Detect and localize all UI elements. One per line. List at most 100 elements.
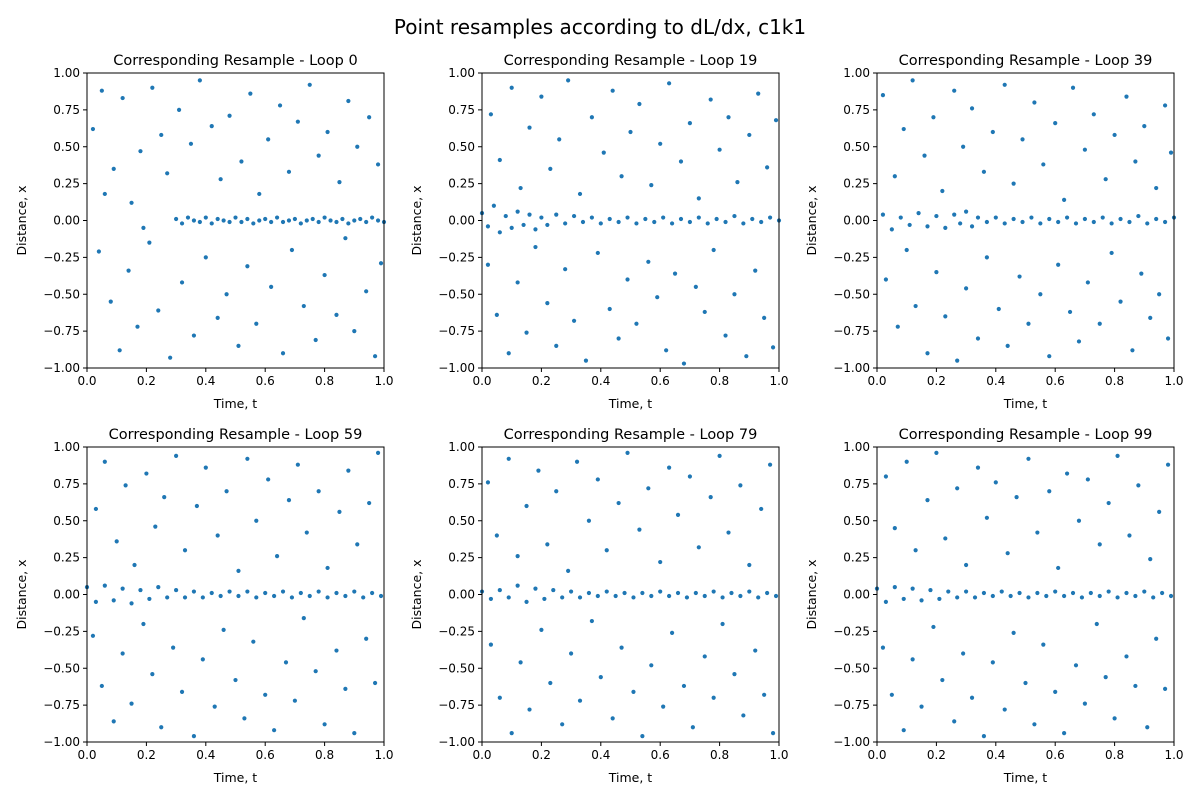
- data-point: [577, 191, 583, 197]
- data-point: [964, 286, 969, 291]
- data-point: [702, 593, 707, 599]
- data-point: [646, 259, 651, 264]
- data-point: [90, 633, 96, 638]
- y-axis-label: Distance, x: [409, 559, 424, 629]
- data-point: [940, 188, 945, 194]
- data-point: [209, 590, 214, 596]
- data-point: [1148, 315, 1153, 320]
- data-point: [955, 595, 960, 600]
- data-point: [735, 180, 740, 185]
- data-point: [613, 593, 618, 599]
- data-point: [717, 453, 722, 458]
- data-point: [245, 589, 250, 594]
- x-tick-label: 0.6: [256, 748, 275, 762]
- data-point: [1062, 197, 1067, 202]
- data-point: [346, 221, 351, 226]
- y-tick-label: 0.75: [448, 477, 475, 491]
- data-point: [378, 261, 384, 266]
- data-point: [524, 330, 529, 335]
- x-tick-label: 0.6: [1046, 748, 1065, 762]
- data-point: [880, 212, 886, 217]
- data-point: [102, 459, 107, 464]
- data-point: [352, 731, 357, 736]
- data-point: [1151, 595, 1156, 600]
- data-point: [1124, 590, 1129, 596]
- data-point: [675, 590, 681, 596]
- data-point: [182, 595, 188, 600]
- x-tick-label: 0.4: [986, 748, 1005, 762]
- data-point: [1053, 689, 1058, 694]
- y-tick-label: −0.75: [833, 698, 870, 712]
- data-point: [925, 351, 930, 356]
- data-point: [355, 542, 360, 547]
- data-point: [1154, 636, 1159, 641]
- data-point: [227, 589, 232, 594]
- data-point: [661, 215, 666, 220]
- data-point: [765, 590, 770, 596]
- data-point: [571, 213, 577, 219]
- y-tick-label: 0.75: [843, 477, 870, 491]
- data-point: [524, 503, 529, 509]
- data-point: [667, 593, 672, 599]
- y-tick-label: 0.50: [53, 514, 80, 528]
- data-point: [372, 680, 378, 686]
- y-tick-label: 0.00: [448, 588, 475, 602]
- data-point: [518, 660, 523, 665]
- data-point: [1103, 177, 1108, 182]
- data-point: [901, 596, 906, 602]
- data-point: [598, 221, 603, 226]
- data-point: [176, 107, 182, 112]
- data-point: [1023, 680, 1028, 686]
- data-point: [667, 465, 672, 470]
- data-point: [1100, 215, 1105, 220]
- data-point: [239, 159, 244, 164]
- data-point: [981, 169, 987, 174]
- data-point: [714, 216, 719, 222]
- data-point: [1035, 530, 1040, 535]
- data-point: [1020, 137, 1025, 142]
- data-point: [1026, 595, 1031, 600]
- x-tick-label: 1.0: [374, 748, 393, 762]
- data-point: [756, 595, 761, 600]
- data-point: [1082, 216, 1087, 222]
- subplot-title: Corresponding Resample - Loop 19: [504, 53, 758, 69]
- data-point: [589, 215, 594, 220]
- data-point: [961, 651, 966, 656]
- data-point: [111, 598, 116, 603]
- data-point: [485, 262, 491, 267]
- data-point: [364, 636, 369, 641]
- data-point: [563, 221, 568, 226]
- data-point: [717, 147, 722, 152]
- data-point: [732, 213, 737, 219]
- y-tick-label: −0.75: [438, 324, 475, 338]
- data-point: [690, 725, 695, 730]
- data-point: [1047, 489, 1052, 494]
- y-tick-label: 0.25: [843, 551, 870, 565]
- data-point: [937, 596, 942, 602]
- data-point: [702, 654, 707, 659]
- data-point: [551, 587, 556, 593]
- data-point: [595, 250, 600, 256]
- data-point: [1168, 150, 1174, 155]
- data-point: [200, 595, 205, 600]
- data-point: [188, 141, 194, 146]
- data-point: [1047, 216, 1052, 222]
- data-point: [209, 221, 214, 226]
- data-point: [940, 677, 945, 683]
- x-tick-label: 0.4: [986, 374, 1005, 388]
- data-point: [138, 149, 143, 154]
- x-tick-label: 1.0: [1164, 374, 1183, 388]
- data-point: [1162, 686, 1168, 692]
- data-point: [1139, 271, 1144, 276]
- data-point: [135, 324, 140, 329]
- data-point: [925, 224, 930, 229]
- data-point: [337, 180, 342, 185]
- data-point: [711, 589, 716, 594]
- data-point: [687, 219, 693, 225]
- data-point: [975, 465, 981, 470]
- data-point: [1076, 339, 1082, 344]
- data-point: [919, 704, 924, 709]
- y-tick-label: 1.00: [843, 66, 870, 80]
- data-point: [892, 585, 897, 590]
- data-point: [144, 471, 149, 476]
